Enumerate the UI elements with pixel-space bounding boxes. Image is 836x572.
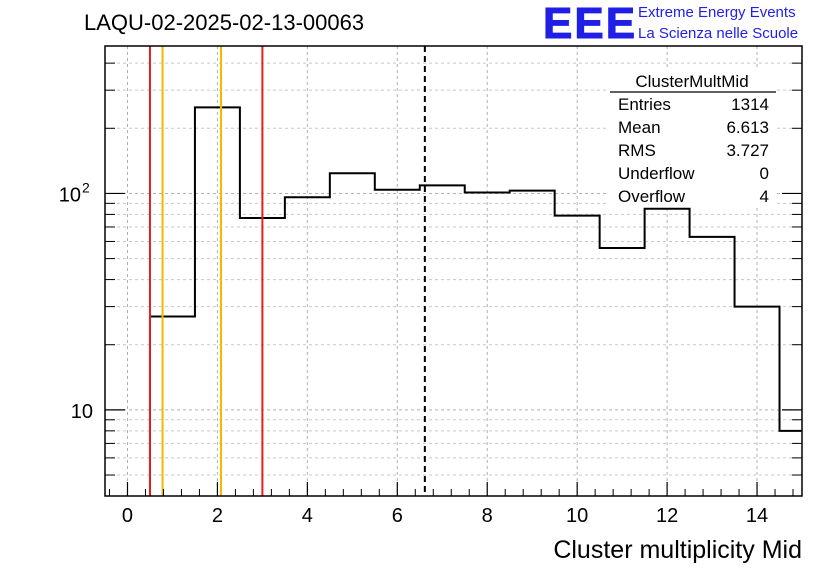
histogram-bin [420, 185, 465, 496]
stats-box-background [608, 68, 776, 206]
histogram-bin [195, 107, 240, 496]
stats-row-value: 4 [760, 187, 769, 206]
chart-title: LAQU-02-2025-02-13-00063 [84, 10, 365, 35]
histogram-bin [375, 190, 420, 496]
stats-row-value: 3.727 [726, 141, 769, 160]
histogram-bin [645, 209, 690, 496]
x-tick-label: 0 [122, 505, 133, 527]
histogram-outline [148, 106, 802, 496]
x-tick-label: 8 [482, 505, 493, 527]
histogram-bin [510, 191, 555, 496]
histogram-bin [780, 431, 802, 496]
stats-row-label: Entries [618, 95, 671, 114]
stats-title: ClusterMultMid [635, 72, 748, 91]
histogram-layer [148, 106, 802, 496]
x-tick-label: 4 [302, 505, 313, 527]
stats-row-value: 1314 [731, 95, 769, 114]
histogram-bin [465, 193, 510, 496]
stats-box: ClusterMultMid Entries 1314 Mean 6.613 RMS 3.… [608, 68, 776, 206]
histogram-bin [600, 248, 645, 496]
histogram-bin [330, 173, 375, 496]
histogram-bin [690, 237, 735, 496]
x-tick-label: 6 [392, 505, 403, 527]
x-tick-label: 2 [212, 505, 223, 527]
stats-row-label: RMS [618, 141, 656, 160]
x-tick-label: 12 [656, 505, 678, 527]
logo-caption-line1: Extreme Energy Events [638, 4, 796, 21]
stats-row-label: Mean [618, 118, 661, 137]
y-tick-label-10: 10 [71, 401, 93, 423]
histogram-bin [555, 216, 600, 496]
histogram-bin [150, 317, 195, 496]
stats-row-value: 0 [760, 164, 769, 183]
histogram-bin [285, 197, 330, 496]
y-tick-label-exponent: 2 [82, 179, 90, 195]
x-tick-label: 14 [746, 505, 768, 527]
marker-lines-layer [148, 46, 426, 496]
stats-row-label: Overflow [618, 187, 686, 206]
logo-caption-line2: La Scienza nelle Scuole [638, 25, 799, 42]
histogram-bin [735, 307, 780, 496]
plot-frame [104, 45, 803, 497]
eee-logo: EEE [542, 0, 638, 48]
stats-row-value: 6.613 [726, 118, 769, 137]
x-tick-label: 10 [566, 505, 588, 527]
y-tick-label-100: 10 [59, 184, 81, 206]
stats-row-label: Underflow [618, 164, 695, 183]
x-axis-title: Cluster multiplicity Mid [553, 536, 802, 564]
